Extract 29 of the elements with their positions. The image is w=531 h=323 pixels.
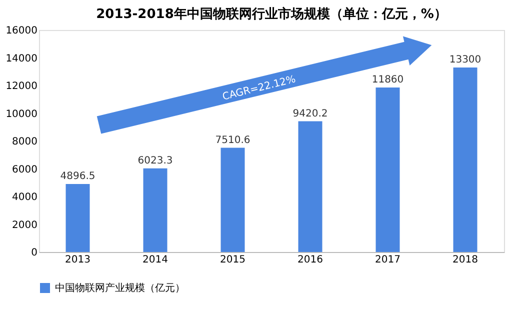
- bar: [143, 168, 168, 252]
- y-tick-label: 8000: [12, 136, 38, 148]
- bar: [220, 148, 245, 252]
- x-tick-label: 2013: [65, 254, 90, 266]
- data-label: 4896.5: [60, 171, 96, 182]
- y-tick-label: 14000: [6, 53, 38, 64]
- x-tick-label: 2017: [375, 254, 400, 266]
- data-label: 6023.3: [138, 155, 173, 166]
- legend-label: 中国物联网产业规模（亿元）: [55, 282, 185, 294]
- y-tick-label: 4000: [12, 192, 38, 203]
- bar: [453, 67, 478, 252]
- y-tick-label: 2000: [12, 220, 38, 231]
- chart-title: 2013-2018年中国物联网行业市场规模（单位：亿元，%）: [96, 6, 447, 22]
- bar: [376, 87, 400, 252]
- bar: [298, 121, 322, 252]
- x-tick-label: 2014: [142, 254, 168, 266]
- y-tick-label: 0: [31, 248, 38, 258]
- data-label: 11860: [372, 74, 404, 86]
- y-tick-label: 6000: [12, 164, 38, 176]
- bar: [66, 184, 90, 252]
- data-label: 7510.6: [215, 134, 250, 146]
- data-label: 9420.2: [292, 108, 328, 120]
- x-tick-label: 2015: [220, 254, 246, 266]
- y-tick-label: 16000: [6, 26, 38, 36]
- x-tick-label: 2018: [452, 254, 478, 266]
- y-tick-label: 12000: [6, 81, 38, 92]
- x-tick-label: 2016: [298, 254, 323, 266]
- y-tick-label: 10000: [6, 108, 38, 120]
- data-label: 13300: [449, 54, 482, 66]
